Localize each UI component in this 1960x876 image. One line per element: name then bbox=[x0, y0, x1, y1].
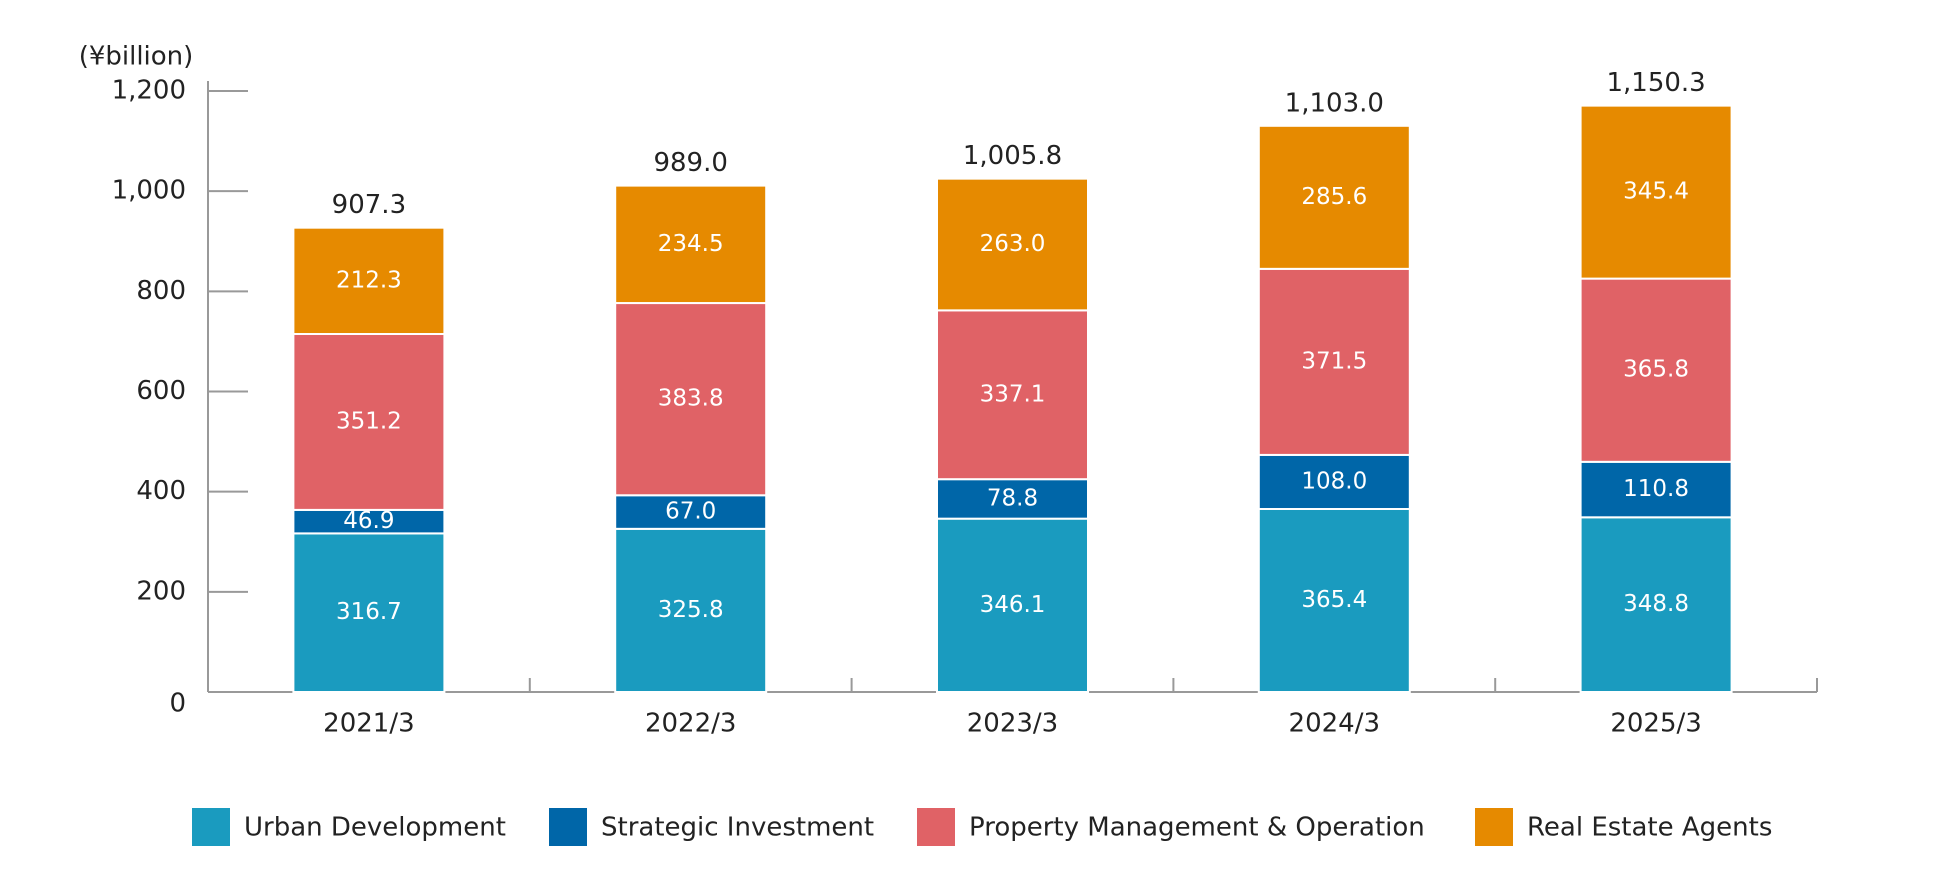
bar-segment bbox=[936, 478, 1089, 520]
total-label: 907.3 bbox=[332, 190, 406, 220]
data-label: 78.8 bbox=[987, 485, 1038, 511]
data-label: 234.5 bbox=[658, 231, 724, 257]
data-label: 383.8 bbox=[658, 386, 724, 412]
data-label: 316.7 bbox=[336, 599, 402, 625]
bar-segment bbox=[936, 309, 1089, 481]
bar-segment bbox=[936, 177, 1089, 312]
bar-segment bbox=[292, 226, 446, 336]
legend-label: Real Estate Agents bbox=[1527, 813, 1772, 843]
total-label: 1,103.0 bbox=[1285, 88, 1384, 118]
y-tick-label: 400 bbox=[136, 476, 186, 506]
unit-label: (¥billion) bbox=[79, 42, 194, 72]
data-label: 325.8 bbox=[658, 597, 724, 623]
bar-segment bbox=[1579, 104, 1733, 280]
y-tick-label: 1,000 bbox=[112, 176, 186, 206]
bar-segment bbox=[1257, 507, 1411, 694]
bar-segment bbox=[1257, 267, 1411, 456]
data-label: 108.0 bbox=[1301, 468, 1367, 494]
total-label: 989.0 bbox=[653, 148, 727, 178]
bar-segment bbox=[292, 333, 446, 511]
bar-segment bbox=[614, 527, 768, 693]
bar-segment bbox=[614, 184, 768, 305]
data-label: 346.1 bbox=[980, 592, 1046, 618]
data-label: 46.9 bbox=[343, 508, 394, 534]
bar-segment bbox=[614, 494, 768, 530]
legend-swatch bbox=[917, 808, 955, 846]
bar-segment bbox=[1579, 460, 1733, 519]
data-label: 365.8 bbox=[1623, 357, 1689, 383]
legend-label: Urban Development bbox=[244, 813, 506, 843]
x-tick-label: 2021/3 bbox=[323, 709, 414, 739]
legend-swatch bbox=[549, 808, 587, 846]
x-tick-label: 2023/3 bbox=[967, 709, 1058, 739]
data-label: 212.3 bbox=[336, 267, 402, 293]
y-tick-label: 600 bbox=[136, 376, 186, 406]
legend-label: Property Management & Operation bbox=[969, 813, 1425, 843]
data-label: 371.5 bbox=[1301, 348, 1367, 374]
y-tick-label: 0 bbox=[169, 689, 186, 719]
data-label: 351.2 bbox=[336, 408, 402, 434]
x-tick-label: 2025/3 bbox=[1610, 709, 1701, 739]
data-label: 345.4 bbox=[1623, 179, 1689, 205]
bar-segment bbox=[292, 532, 446, 694]
bar-segment bbox=[936, 517, 1089, 693]
data-label: 67.0 bbox=[665, 499, 716, 525]
bar-segment bbox=[614, 302, 768, 497]
data-label: 337.1 bbox=[980, 381, 1046, 407]
data-label: 110.8 bbox=[1623, 476, 1689, 502]
y-tick-label: 800 bbox=[136, 276, 186, 306]
data-label: 285.6 bbox=[1301, 184, 1367, 210]
x-tick-label: 2024/3 bbox=[1289, 709, 1380, 739]
legend-swatch bbox=[1475, 808, 1513, 846]
data-label: 263.0 bbox=[980, 231, 1046, 257]
data-label: 348.8 bbox=[1623, 591, 1689, 617]
bar-segment bbox=[1257, 124, 1411, 270]
bar-segment bbox=[1257, 453, 1411, 510]
y-tick-label: 200 bbox=[136, 576, 186, 606]
legend-label: Strategic Investment bbox=[601, 813, 874, 843]
data-label: 365.4 bbox=[1301, 587, 1367, 613]
x-tick-label: 2022/3 bbox=[645, 709, 736, 739]
total-label: 1,005.8 bbox=[963, 141, 1062, 171]
legend-swatch bbox=[192, 808, 230, 846]
total-label: 1,150.3 bbox=[1606, 68, 1705, 98]
y-tick-label: 1,200 bbox=[112, 76, 186, 106]
bar-segment bbox=[1579, 516, 1733, 693]
